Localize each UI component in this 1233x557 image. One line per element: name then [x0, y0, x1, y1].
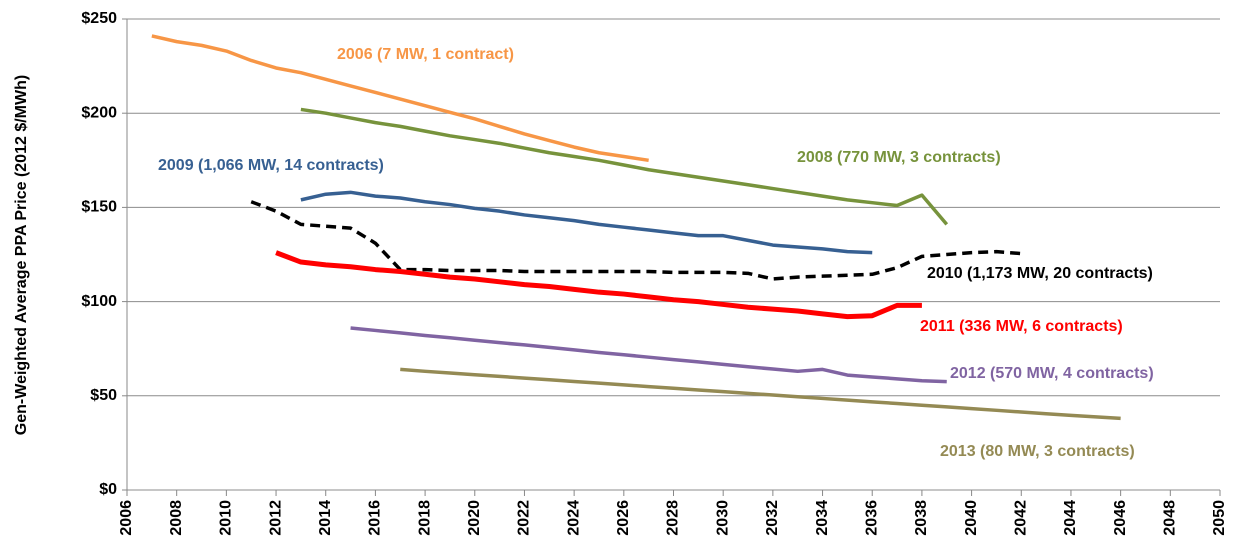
series-line	[300, 107, 949, 226]
x-tick-label: 2032	[764, 500, 781, 536]
series-line	[151, 34, 649, 163]
x-tick-label: 2036	[863, 500, 880, 536]
series-label: 2006 (7 MW, 1 contract)	[337, 46, 514, 63]
x-tick-label: 2028	[665, 500, 682, 536]
series-line	[400, 367, 1121, 421]
x-tick-label: 2014	[317, 500, 334, 536]
x-tick-label: 2046	[1112, 500, 1129, 536]
series-line	[250, 200, 1022, 281]
x-tick-label: 2018	[416, 500, 433, 536]
x-tick-label: 2042	[1012, 500, 1029, 536]
y-tick-label: $0	[99, 481, 117, 498]
x-tick-label: 2048	[1162, 500, 1179, 536]
series-label: 2009 (1,066 MW, 14 contracts)	[158, 157, 384, 174]
y-tick-label: $100	[81, 293, 117, 310]
x-tick-label: 2016	[367, 500, 384, 536]
series-label: 2008 (770 MW, 3 contracts)	[797, 149, 1001, 166]
series-line	[275, 250, 922, 320]
x-tick-label: 2024	[565, 500, 582, 536]
x-tick-label: 2012	[267, 500, 284, 536]
x-tick-label: 2044	[1062, 500, 1079, 536]
x-tick-label: 2022	[516, 500, 533, 536]
y-axis-title: Gen-Weighted Average PPA Price (2012 $/M…	[13, 75, 30, 435]
y-tick-label: $50	[90, 387, 117, 404]
x-tick-label: 2006	[118, 500, 135, 536]
x-tick-label: 2034	[814, 500, 831, 536]
series-label: 2011 (336 MW, 6 contracts)	[920, 318, 1123, 335]
x-tick-label: 2020	[466, 500, 483, 536]
x-tick-label: 2026	[615, 500, 632, 536]
x-tick-label: 2008	[168, 500, 185, 536]
x-tick-label: 2030	[714, 500, 731, 536]
series-line	[350, 326, 947, 384]
y-tick-label: $250	[81, 10, 117, 27]
x-tick-label: 2040	[963, 500, 980, 536]
x-tick-label: 2050	[1211, 500, 1228, 536]
series-label: 2013 (80 MW, 3 contracts)	[940, 443, 1135, 460]
x-tick-label: 2038	[913, 500, 930, 536]
y-tick-label: $200	[81, 104, 117, 121]
series-label: 2012 (570 MW, 4 contracts)	[950, 365, 1154, 382]
x-tick-label: 2010	[218, 500, 235, 536]
series-label: 2010 (1,173 MW, 20 contracts)	[927, 265, 1153, 282]
series-line	[300, 190, 873, 255]
y-tick-label: $150	[81, 199, 117, 216]
